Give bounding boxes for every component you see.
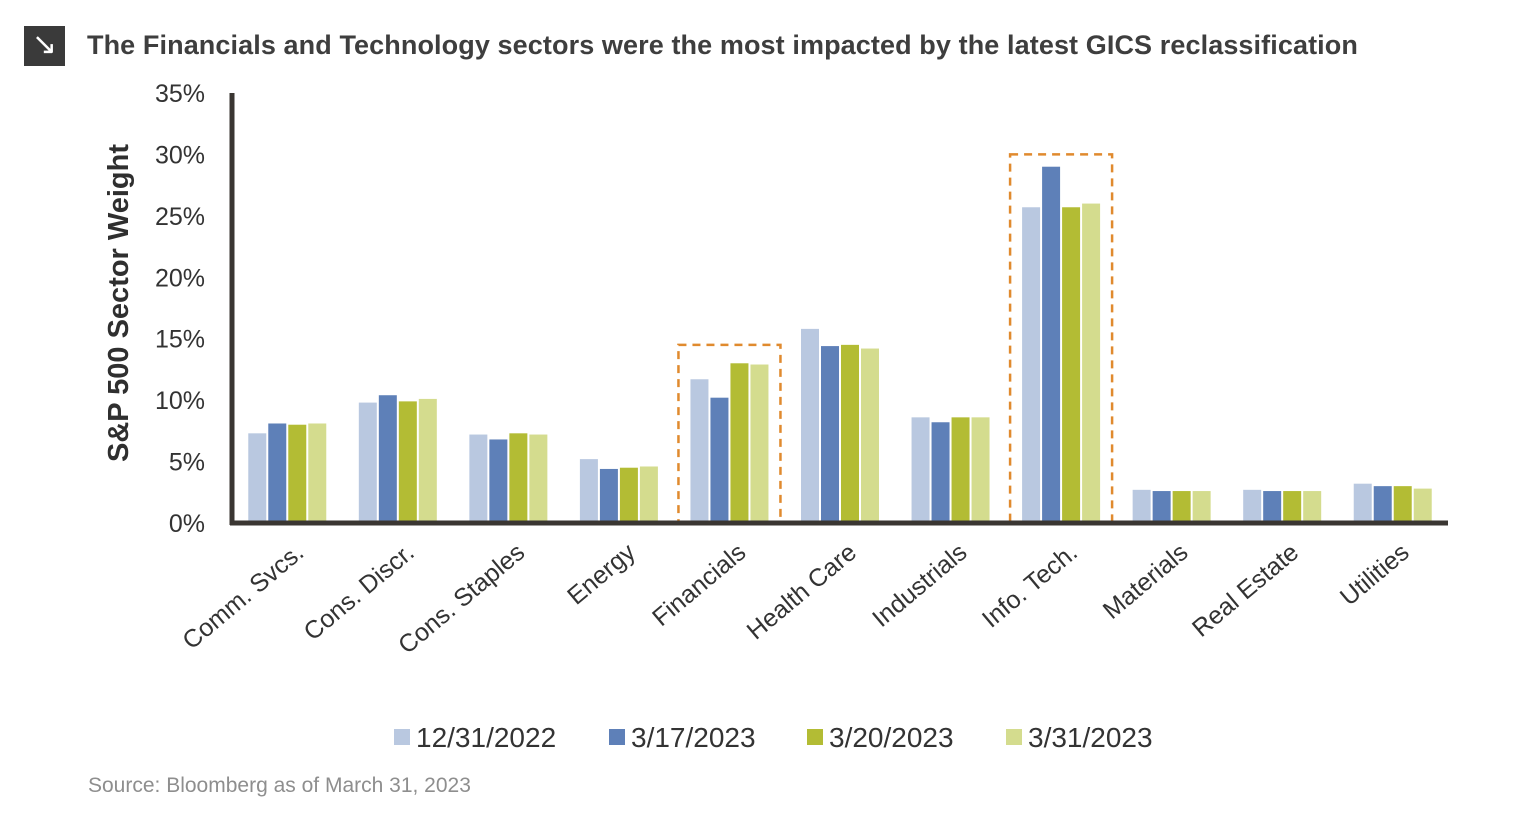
x-tick-label-energy: Energy [562, 538, 641, 611]
bar-info-tech-3-20-2023 [1062, 207, 1081, 523]
bar-cons-staples-12-31-2022 [469, 434, 488, 523]
bar-health-care-3-17-2023 [821, 346, 839, 523]
x-tick-label-real-estate: Real Estate [1187, 538, 1304, 643]
bar-utilities-3-20-2023 [1393, 486, 1412, 523]
legend-label-1: 12/31/2022 [416, 722, 556, 753]
bar-real-estate-3-31-2023 [1303, 491, 1322, 523]
y-tick-label: 10% [155, 387, 205, 415]
bars [248, 166, 1432, 524]
chart-title: The Financials and Technology sectors we… [87, 30, 1358, 60]
bar-utilities-12-31-2022 [1353, 483, 1372, 523]
bar-comm-svcs-12-31-2022 [248, 433, 267, 523]
bar-real-estate-3-17-2023 [1263, 491, 1282, 523]
bar-comm-svcs-3-20-2023 [288, 424, 307, 523]
bar-comm-svcs-3-17-2023 [268, 423, 287, 523]
bar-financials-3-31-2023 [750, 364, 769, 523]
y-tick-label: 35% [155, 80, 205, 108]
bar-utilities-3-31-2023 [1413, 488, 1432, 523]
x-tick-label-health-care: Health Care [742, 538, 862, 645]
x-tick-label-materials: Materials [1098, 538, 1194, 625]
bar-financials-12-31-2022 [690, 379, 709, 523]
y-tick-labels: 0% 5% 10% 15% 20% 25% 30% 35% [155, 80, 205, 538]
bar-cons-discr-12-31-2022 [358, 402, 377, 523]
y-tick-label: 5% [169, 449, 205, 477]
bar-health-care-12-31-2022 [801, 328, 819, 523]
bar-info-tech-3-17-2023 [1042, 166, 1061, 523]
bar-cons-discr-3-17-2023 [378, 395, 397, 523]
legend-swatch-2 [609, 729, 625, 745]
bar-financials-3-17-2023 [710, 397, 729, 523]
y-tick-label: 15% [155, 326, 205, 354]
legend-label-4: 3/31/2023 [1028, 722, 1153, 753]
bar-cons-discr-3-20-2023 [398, 401, 417, 523]
bar-materials-3-17-2023 [1152, 491, 1171, 523]
bar-industrials-3-17-2023 [931, 422, 950, 523]
y-axis-label: S&P 500 Sector Weight [103, 144, 135, 462]
bar-health-care-3-31-2023 [861, 348, 879, 523]
bar-industrials-3-31-2023 [971, 417, 990, 523]
x-tick-label-industrials: Industrials [867, 538, 972, 633]
bar-info-tech-12-31-2022 [1022, 207, 1041, 523]
bar-materials-3-31-2023 [1192, 491, 1211, 523]
bar-industrials-12-31-2022 [911, 417, 930, 523]
axes [229, 93, 1448, 526]
bar-industrials-3-20-2023 [951, 417, 970, 523]
category-labels: Comm. Svcs.Cons. Discr.Cons. Staples Ener… [177, 538, 1414, 660]
x-tick-label-info-tech: Info. Tech. [977, 538, 1083, 633]
x-tick-label-comm-svcs: Comm. Svcs. [177, 538, 309, 655]
bar-materials-3-20-2023 [1172, 491, 1191, 523]
bar-utilities-3-17-2023 [1373, 486, 1392, 523]
legend-swatch-1 [394, 729, 410, 745]
y-tick-label: 25% [155, 203, 205, 231]
source-note: Source: Bloomberg as of March 31, 2023 [88, 774, 471, 797]
bar-real-estate-12-31-2022 [1243, 489, 1262, 523]
legend-label-3: 3/20/2023 [829, 722, 954, 753]
x-tick-label-utilities: Utilities [1335, 538, 1415, 611]
y-tick-label: 30% [155, 141, 205, 169]
arrow-down-right-icon: ↘ [24, 26, 65, 66]
bar-cons-staples-3-20-2023 [509, 433, 528, 523]
bar-financials-3-20-2023 [730, 363, 749, 523]
bar-energy-3-31-2023 [639, 466, 658, 523]
bar-cons-staples-3-17-2023 [489, 439, 508, 523]
x-tick-label-financials: Financials [647, 538, 751, 632]
bar-cons-discr-3-31-2023 [418, 398, 437, 523]
bar-materials-12-31-2022 [1132, 489, 1151, 523]
legend-label-2: 3/17/2023 [631, 722, 756, 753]
legend-swatch-3 [807, 729, 823, 745]
legend: 12/31/2022 3/17/2023 3/20/2023 3/31/2023 [394, 722, 1153, 753]
bar-comm-svcs-3-31-2023 [308, 423, 327, 523]
y-tick-label: 20% [155, 264, 205, 292]
bar-energy-3-20-2023 [619, 467, 638, 523]
bar-energy-12-31-2022 [579, 459, 598, 523]
bar-info-tech-3-31-2023 [1082, 203, 1101, 524]
bar-health-care-3-20-2023 [841, 344, 859, 523]
y-tick-label: 0% [169, 510, 205, 538]
legend-swatch-4 [1006, 729, 1022, 745]
bar-cons-staples-3-31-2023 [529, 434, 548, 523]
bar-energy-3-17-2023 [599, 468, 618, 523]
bar-real-estate-3-20-2023 [1283, 491, 1302, 523]
